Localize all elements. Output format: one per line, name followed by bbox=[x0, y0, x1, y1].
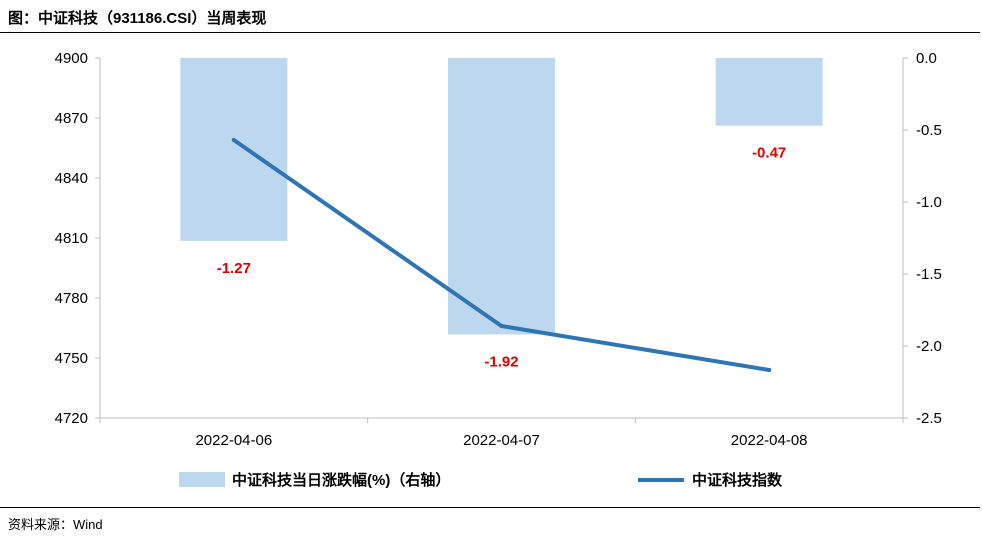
x-tick-label: 2022-04-06 bbox=[195, 432, 272, 449]
left-tick-label: 4780 bbox=[55, 290, 88, 307]
left-tick-label: 4810 bbox=[55, 230, 88, 247]
right-tick-label: 0.0 bbox=[916, 50, 937, 67]
chart-title: 图：中证科技（931186.CSI）当周表现 bbox=[8, 10, 267, 27]
index-point bbox=[231, 138, 236, 142]
index-point bbox=[499, 324, 504, 328]
bar-data-label: -1.27 bbox=[217, 260, 251, 277]
left-tick-label: 4840 bbox=[55, 170, 88, 187]
legend-bar-label: 中证科技当日涨跌幅(%)（右轴） bbox=[232, 471, 450, 489]
x-tick-label: 2022-04-08 bbox=[731, 432, 808, 449]
source-note: 资料来源：Wind bbox=[8, 517, 103, 532]
x-tick-label: 2022-04-07 bbox=[463, 432, 540, 449]
left-tick-label: 4870 bbox=[55, 110, 88, 127]
legend-line-label: 中证科技指数 bbox=[692, 471, 783, 489]
bar-2022-04-07 bbox=[448, 58, 555, 335]
right-tick-label: -1.0 bbox=[916, 194, 942, 211]
bar-2022-04-08 bbox=[715, 58, 823, 126]
bar-data-label: -0.47 bbox=[752, 145, 786, 162]
right-tick-label: -2.0 bbox=[916, 338, 942, 355]
chart-frame bbox=[0, 32, 980, 508]
legend-bar-swatch bbox=[179, 472, 225, 487]
right-tick-label: -1.5 bbox=[916, 266, 942, 283]
right-tick-label: -0.5 bbox=[916, 122, 942, 139]
right-tick-label: -2.5 bbox=[916, 410, 942, 427]
left-tick-label: 4900 bbox=[55, 50, 88, 67]
bar-data-label: -1.92 bbox=[484, 353, 518, 370]
index-point bbox=[767, 368, 772, 372]
bar-2022-04-06 bbox=[180, 58, 288, 241]
left-tick-label: 4720 bbox=[55, 410, 88, 427]
left-tick-label: 4750 bbox=[55, 350, 88, 367]
